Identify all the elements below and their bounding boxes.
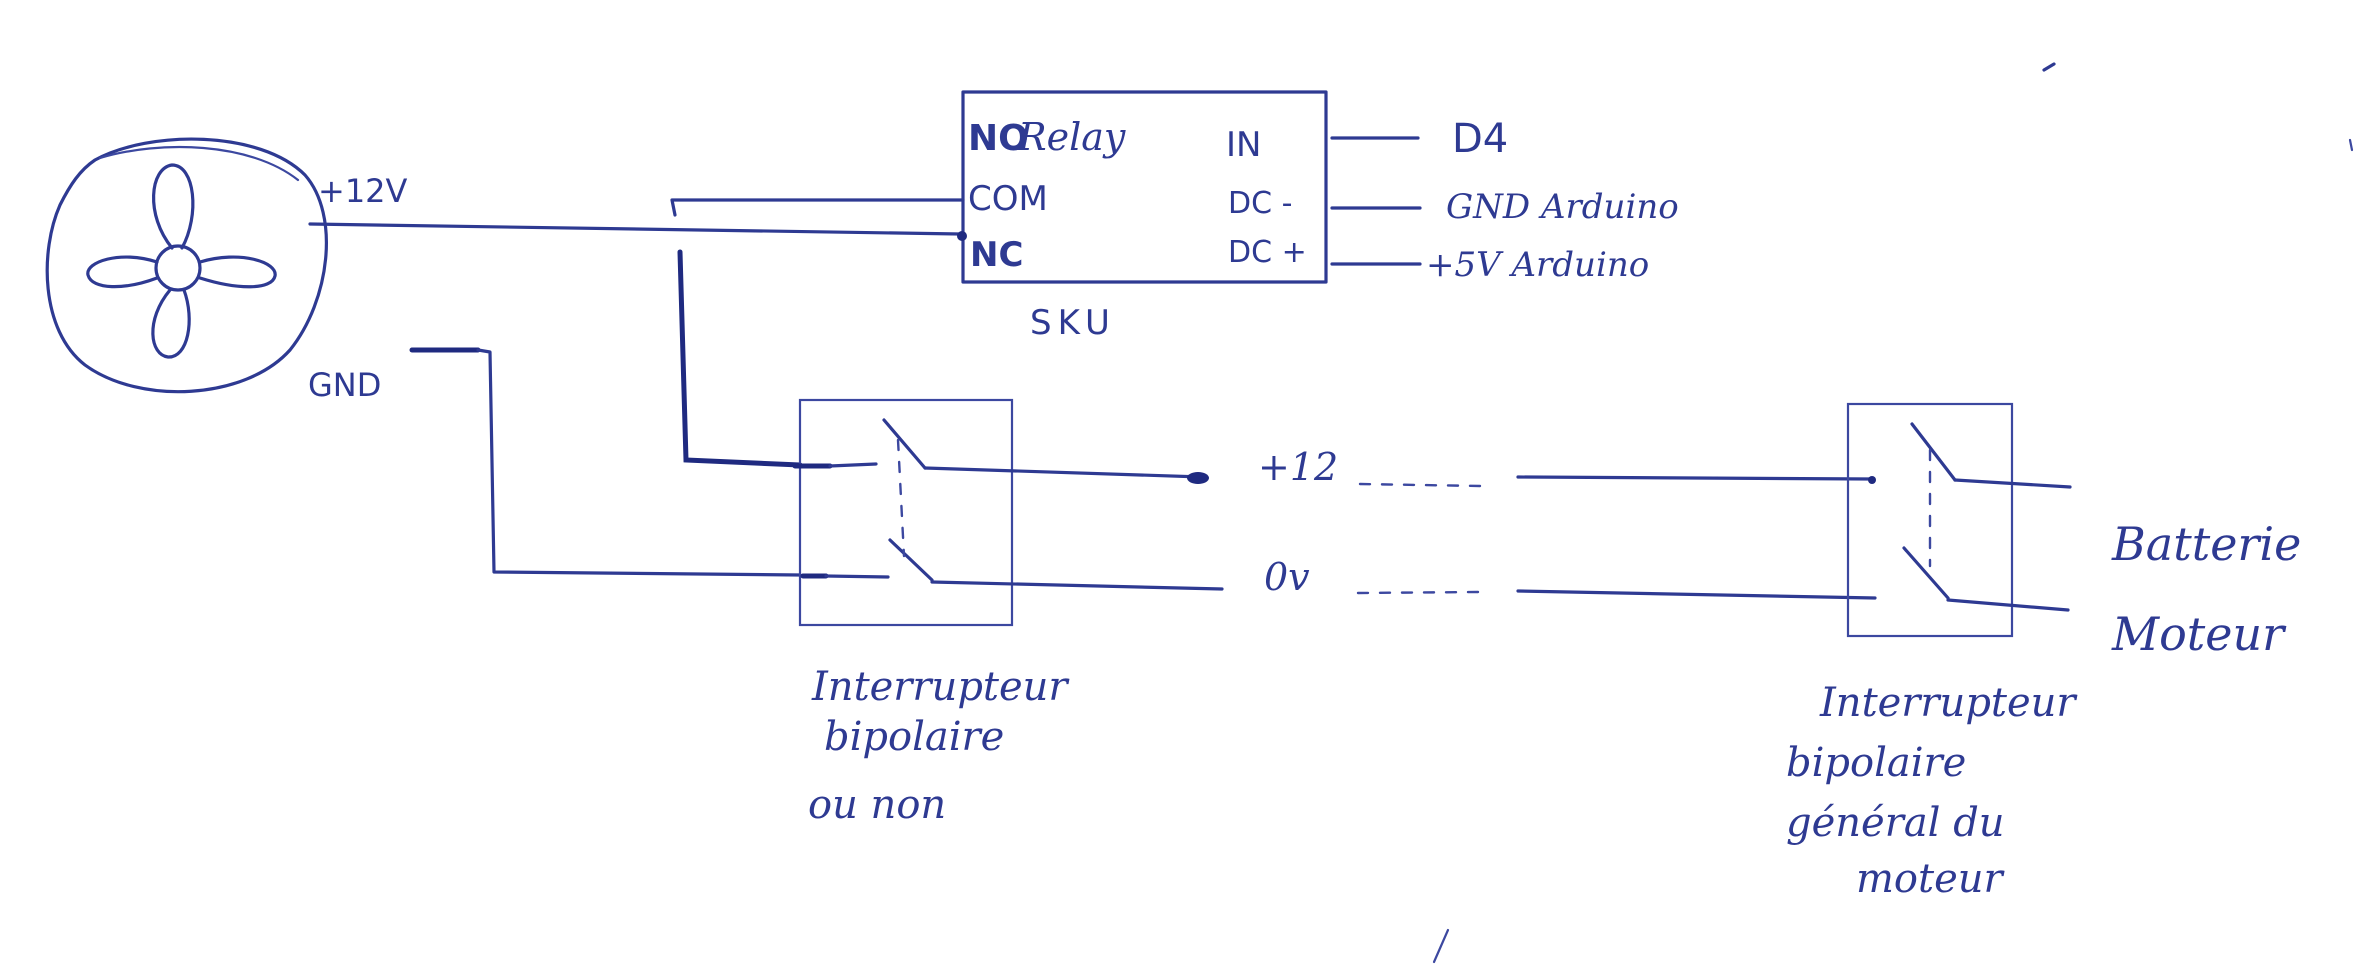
switch-left-linkage bbox=[896, 438, 906, 558]
line-plus12-dashes bbox=[1358, 482, 1482, 488]
switch-left-bottom-left bbox=[824, 574, 890, 579]
fan-blade-right bbox=[198, 255, 277, 289]
wire-com-down bbox=[677, 249, 803, 468]
battery-caption-line-1: Batterie bbox=[2111, 517, 2301, 571]
relay-pin-dc-plus: DC + bbox=[1228, 235, 1307, 270]
relay-title: Relay bbox=[1017, 115, 1126, 159]
fan-blade-top bbox=[152, 163, 195, 250]
arduino-gnd-label: GND Arduino bbox=[1446, 187, 1679, 227]
fan-symbol bbox=[45, 137, 328, 394]
switch-right-caption-line-2: bipolaire bbox=[1786, 740, 1966, 786]
battery-caption-line-2: Moteur bbox=[2111, 607, 2287, 661]
arduino-d4-label: D4 bbox=[1452, 116, 1508, 162]
wire-left-switch-zero-out bbox=[930, 580, 1224, 591]
fan-outline-inner bbox=[98, 145, 300, 182]
fan-blade-left bbox=[86, 255, 159, 289]
wire-right-switch-top-out bbox=[1953, 478, 2072, 489]
switch-right-caption-line-1: Interrupteur bbox=[1819, 680, 2078, 726]
switch-left-blade-bottom bbox=[888, 538, 934, 582]
line-zero-dashes bbox=[1356, 590, 1480, 595]
switch-right-caption-line-4: moteur bbox=[1856, 856, 2006, 902]
wire-fan-plus-to-relay-nc bbox=[308, 222, 962, 236]
switch-right-blade-top bbox=[1910, 422, 1957, 482]
relay-pin-no: NO bbox=[968, 118, 1029, 159]
switch-right-caption-line-3: général du bbox=[1786, 800, 2005, 846]
switch-left-caption-line-2: bipolaire bbox=[824, 714, 1004, 760]
switch-left-caption-line-1: Interrupteur bbox=[811, 664, 1070, 710]
line-zero-label: 0v bbox=[1264, 555, 1310, 599]
stray-mark-bottom bbox=[1432, 928, 1450, 964]
stray-mark-top-right bbox=[2042, 62, 2056, 72]
relay-pin-nc: NC bbox=[970, 235, 1023, 275]
stray-mark-right-edge bbox=[2348, 138, 2354, 152]
relay-box bbox=[961, 90, 1328, 284]
fan-plus12v-label: +12V bbox=[318, 172, 408, 210]
switch-left-box bbox=[798, 398, 1014, 627]
switch-left-blade-top bbox=[882, 418, 927, 470]
wire-left-switch-plus-out bbox=[923, 466, 1204, 479]
wire-right-switch-bottom-out bbox=[1946, 598, 2070, 612]
relay-sku-label: SKU bbox=[1030, 303, 1116, 343]
junction-relay-nc bbox=[957, 231, 967, 241]
wire-fan-gnd bbox=[476, 348, 802, 577]
line-plus12-label: +12 bbox=[1258, 445, 1338, 489]
relay-pin-dc-minus: DC - bbox=[1228, 186, 1292, 221]
fan-blade-bottom bbox=[151, 288, 191, 359]
switch-right-blade-bottom bbox=[1902, 546, 1950, 600]
switch-right-dot-top bbox=[1868, 476, 1876, 484]
wire-plus-to-right-switch bbox=[1516, 475, 1874, 481]
wire-relay-com bbox=[670, 198, 965, 217]
wire-zero-to-right-switch bbox=[1516, 589, 1877, 600]
arduino-5v-label: +5V Arduino bbox=[1426, 245, 1649, 285]
switch-left-caption-line-3: ou non bbox=[808, 782, 946, 828]
junction-plus-out bbox=[1187, 472, 1209, 484]
fan-hub bbox=[154, 244, 202, 292]
relay-pin-in: IN bbox=[1226, 125, 1261, 165]
relay-pin-com: COM bbox=[968, 179, 1048, 219]
fan-gnd-label: GND bbox=[308, 366, 381, 404]
switch-left-top-left bbox=[828, 462, 878, 468]
switch-right-box bbox=[1846, 402, 2014, 638]
fan-outline bbox=[45, 137, 328, 394]
